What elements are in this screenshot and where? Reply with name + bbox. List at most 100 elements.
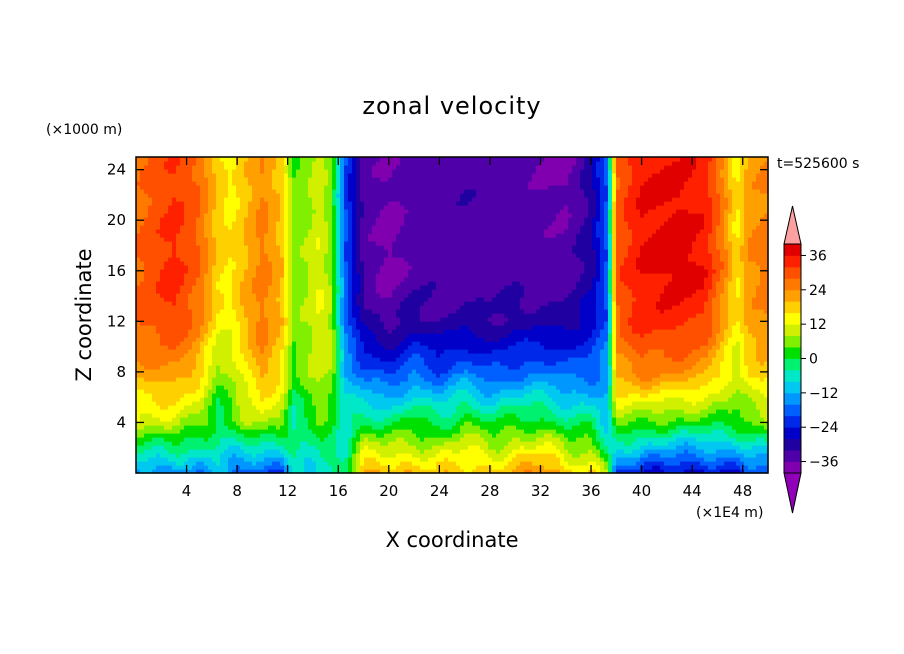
field-cell: [672, 389, 677, 394]
field-cell: [520, 397, 525, 402]
field-cell: [752, 437, 757, 442]
field-cell: [696, 441, 701, 446]
field-cell: [748, 361, 753, 366]
field-cell: [192, 405, 197, 410]
field-cell: [756, 425, 761, 430]
field-cell: [220, 457, 225, 462]
field-cell: [196, 345, 201, 350]
field-cell: [656, 373, 661, 378]
field-cell: [220, 425, 225, 430]
field-cell: [324, 389, 329, 394]
field-cell: [380, 437, 385, 442]
field-cell: [332, 457, 337, 462]
field-cell: [228, 413, 233, 418]
field-cell: [216, 345, 221, 350]
field-cell: [492, 377, 497, 382]
field-cell: [236, 441, 241, 446]
field-cell: [744, 449, 749, 454]
field-cell: [404, 425, 409, 430]
field-cell: [468, 389, 473, 394]
field-cell: [596, 361, 601, 366]
field-cell: [180, 397, 185, 402]
field-cell: [248, 389, 253, 394]
field-cell: [592, 441, 597, 446]
field-cell: [760, 349, 765, 354]
field-cell: [648, 457, 653, 462]
field-cell: [276, 461, 281, 466]
field-cell: [192, 461, 197, 466]
field-cell: [388, 353, 393, 358]
field-cell: [500, 417, 505, 422]
field-cell: [648, 357, 653, 362]
field-cell: [636, 417, 641, 422]
field-cell: [524, 425, 529, 430]
field-cell: [456, 357, 461, 362]
field-cell: [192, 457, 197, 462]
field-cell: [248, 453, 253, 458]
field-cell: [160, 421, 165, 426]
field-cell: [756, 373, 761, 378]
field-cell: [376, 405, 381, 410]
field-cell: [604, 465, 609, 470]
field-cell: [408, 429, 413, 434]
field-cell: [624, 441, 629, 446]
field-cell: [348, 345, 353, 350]
field-cell: [652, 393, 657, 398]
field-cell: [468, 421, 473, 426]
field-cell: [428, 393, 433, 398]
field-cell: [248, 393, 253, 398]
field-cell: [336, 381, 341, 386]
field-cell: [272, 453, 277, 458]
field-cell: [180, 353, 185, 358]
field-cell: [608, 349, 613, 354]
field-cell: [232, 401, 237, 406]
field-cell: [256, 349, 261, 354]
field-cell: [568, 469, 573, 474]
field-cell: [268, 437, 273, 442]
field-cell: [312, 357, 317, 362]
field-cell: [244, 445, 249, 450]
field-cell: [716, 449, 721, 454]
field-cell: [736, 457, 741, 462]
field-cell: [144, 397, 149, 402]
field-cell: [632, 421, 637, 426]
field-cell: [520, 453, 525, 458]
field-cell: [452, 429, 457, 434]
field-cell: [512, 453, 517, 458]
field-cell: [140, 433, 145, 438]
field-cell: [292, 441, 297, 446]
field-cell: [168, 345, 173, 350]
field-cell: [668, 437, 673, 442]
field-cell: [352, 345, 357, 350]
field-cell: [288, 393, 293, 398]
field-cell: [496, 453, 501, 458]
field-cell: [380, 429, 385, 434]
field-cell: [168, 465, 173, 470]
field-cell: [544, 441, 549, 446]
field-cell: [264, 365, 269, 370]
field-cell: [504, 441, 509, 446]
field-cell: [536, 385, 541, 390]
field-cell: [600, 433, 605, 438]
field-cell: [220, 409, 225, 414]
field-cell: [560, 461, 565, 466]
field-cell: [392, 469, 397, 474]
field-cell: [360, 437, 365, 442]
field-cell: [596, 409, 601, 414]
field-cell: [612, 389, 617, 394]
field-cell: [288, 405, 293, 410]
field-cell: [468, 465, 473, 470]
field-cell: [140, 409, 145, 414]
field-cell: [500, 429, 505, 434]
field-cell: [628, 461, 633, 466]
field-cell: [520, 349, 525, 354]
field-cell: [280, 369, 285, 374]
field-cell: [528, 453, 533, 458]
field-cell: [276, 361, 281, 366]
field-cell: [184, 385, 189, 390]
field-cell: [332, 409, 337, 414]
field-cell: [480, 453, 485, 458]
field-cell: [592, 437, 597, 442]
field-cell: [356, 345, 361, 350]
field-cell: [724, 405, 729, 410]
